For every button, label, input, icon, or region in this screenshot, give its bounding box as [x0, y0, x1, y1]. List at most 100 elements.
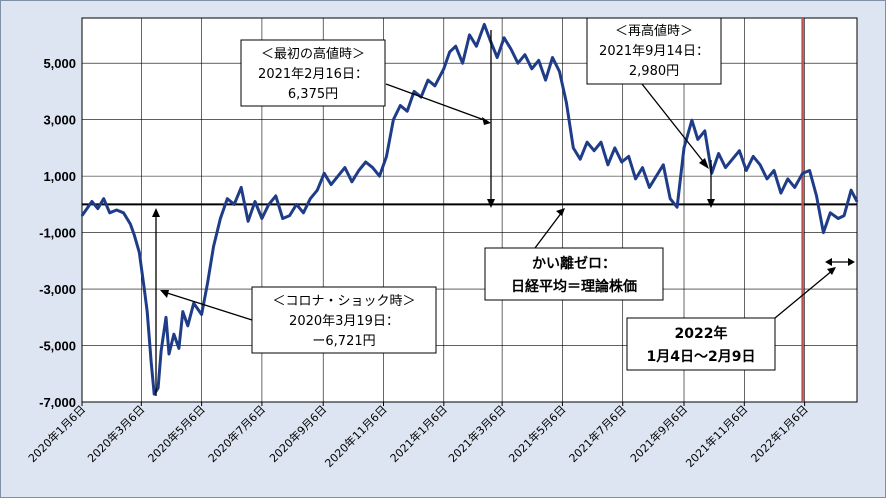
data-point [260, 217, 263, 220]
data-point [822, 231, 825, 234]
arrow-first-high [385, 83, 488, 122]
arrow-second-high [641, 83, 707, 166]
data-point [850, 189, 853, 192]
data-point [143, 288, 146, 291]
data-point [90, 200, 93, 203]
data-point [510, 48, 512, 51]
arrowhead [827, 267, 836, 275]
data-point [254, 200, 256, 203]
data-point [115, 209, 118, 211]
annotation-box [251, 286, 437, 354]
y-tick-label: -3,000 [39, 282, 76, 297]
data-point [433, 84, 436, 87]
data-point [206, 282, 209, 285]
annotation-text: 2022年 [675, 325, 728, 342]
data-point [200, 313, 203, 316]
data-point [337, 175, 339, 178]
data-point [724, 166, 727, 169]
data-point [523, 53, 526, 56]
data-point [288, 214, 291, 217]
data-point [837, 217, 840, 220]
data-point [690, 119, 693, 122]
data-point [267, 203, 270, 206]
annotation-text: 1月4日～2月9日 [647, 349, 756, 365]
x-tick-label: 2021年9月6日 [627, 402, 690, 465]
data-point [385, 155, 388, 158]
data-point [843, 214, 846, 217]
data-point [641, 166, 644, 169]
x-tick-label: 2021年5月6日 [506, 402, 569, 465]
data-point [85, 209, 87, 211]
data-point [133, 234, 136, 237]
data-point [600, 141, 602, 144]
data-point [468, 33, 471, 36]
x-tick-label: 2021年7月6日 [566, 402, 629, 465]
data-point [655, 175, 658, 178]
annotation-text: 2020年3月19日： [289, 314, 399, 329]
data-point [427, 79, 429, 82]
data-point [102, 197, 105, 200]
annotation-text: 2,980円 [629, 64, 679, 79]
data-point [316, 189, 319, 192]
arrowhead [482, 117, 491, 125]
arrow-zero [534, 211, 563, 249]
data-point [343, 166, 346, 169]
y-tick-label: 3,000 [43, 113, 76, 128]
data-point [281, 217, 284, 220]
arrow-corona [163, 291, 253, 321]
data-point [399, 104, 402, 107]
annotation-text: 6,375円 [288, 87, 338, 102]
data-point [192, 302, 195, 305]
data-point [392, 118, 395, 121]
data-point [240, 186, 243, 189]
annotation-text: ー6,721円 [312, 334, 375, 349]
annotation-box [586, 17, 722, 85]
annotation-first-high: ＜最初の高値時＞ 2021年2月16日： 6,375円 [240, 39, 386, 107]
annotation-second-high: ＜再高値時＞ 2021年9月14日： 2,980円 [586, 17, 722, 85]
data-point [168, 353, 170, 355]
arrowhead [825, 258, 832, 266]
data-point [496, 56, 499, 59]
data-point [475, 45, 478, 48]
data-point [856, 200, 858, 203]
data-point [503, 36, 506, 39]
data-point [648, 186, 651, 189]
data-point [153, 393, 156, 396]
data-point [122, 211, 125, 214]
data-point [717, 152, 720, 155]
data-point [572, 146, 575, 149]
data-point [815, 194, 818, 197]
data-point [138, 251, 141, 254]
data-point [357, 169, 360, 172]
data-point [448, 50, 451, 53]
data-point [371, 166, 374, 169]
data-point [696, 138, 699, 141]
data-point [801, 172, 804, 175]
data-point [766, 177, 768, 180]
data-point [406, 110, 409, 113]
data-point [551, 56, 554, 59]
data-point [779, 192, 782, 195]
data-point [181, 310, 184, 313]
series-line [80, 22, 859, 396]
data-point [703, 129, 706, 132]
x-tick-label: 2020年11月6日 [322, 402, 390, 470]
data-point [150, 361, 153, 364]
data-point [773, 169, 775, 172]
data-point [593, 149, 596, 152]
data-point [669, 197, 672, 200]
data-point [516, 62, 519, 65]
data-point [565, 101, 568, 104]
data-point [274, 194, 277, 197]
annotation-corona-shock: ＜コロナ・ショック時＞ 2020年3月19日： ー6,721円 [251, 286, 437, 354]
data-point [226, 197, 229, 200]
data-point [108, 211, 111, 214]
data-point [620, 161, 623, 163]
annotation-text: ＜再高値時＞ [615, 23, 693, 39]
data-point [786, 177, 789, 180]
data-point [759, 163, 762, 166]
annotation-box [626, 317, 776, 371]
data-point [247, 220, 250, 223]
